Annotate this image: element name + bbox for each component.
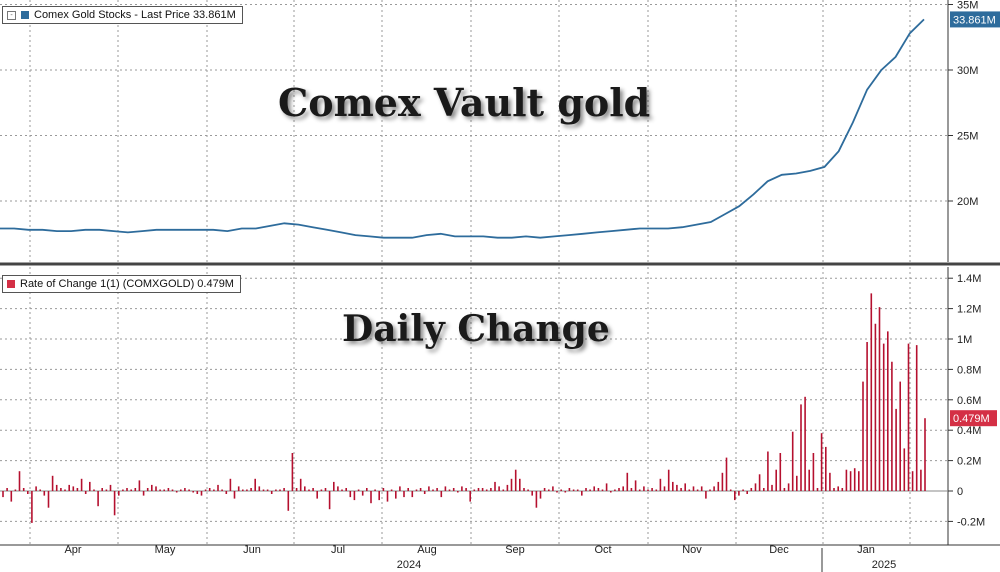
upper-series-swatch — [21, 11, 29, 19]
upper-last-value-box — [950, 11, 1000, 28]
upper-legend-text: Comex Gold Stocks - Last Price 33.861M — [34, 9, 236, 21]
x-month-label: Jan — [857, 544, 875, 556]
x-month-label: Apr — [64, 544, 81, 556]
upper-last-value-label: 33.861M — [953, 14, 996, 26]
x-month-label: Dec — [769, 544, 789, 556]
lower-y-tick-label: 1.2M — [957, 304, 981, 316]
x-month-label: Aug — [417, 544, 437, 556]
collapse-icon[interactable]: - — [7, 10, 16, 20]
x-year-label: 2025 — [872, 559, 896, 571]
x-month-label: Oct — [594, 544, 611, 556]
x-year-label: 2024 — [397, 559, 421, 571]
upper-y-tick-label: 35M — [957, 0, 978, 12]
upper-series-line — [0, 18, 925, 239]
x-month-label: May — [155, 544, 176, 556]
upper-y-tick-label: 30M — [957, 65, 978, 77]
lower-legend[interactable]: Rate of Change 1(1) (COMXGOLD) 0.479M — [2, 275, 241, 293]
lower-y-tick-label: 0.4M — [957, 425, 981, 437]
lower-y-tick-label: 1.4M — [957, 273, 981, 285]
lower-y-tick-label: 1M — [957, 334, 972, 346]
lower-legend-text: Rate of Change 1(1) (COMXGOLD) 0.479M — [20, 278, 234, 290]
lower-last-value-label: 0.479M — [953, 413, 990, 425]
lower-y-tick-label: 0.8M — [957, 364, 981, 376]
lower-y-tick-label: -0.2M — [957, 516, 985, 528]
upper-legend[interactable]: - Comex Gold Stocks - Last Price 33.861M — [2, 6, 243, 24]
lower-series-swatch — [7, 280, 15, 288]
x-month-label: Jun — [243, 544, 261, 556]
lower-last-value-box — [950, 410, 997, 427]
x-month-label: Sep — [505, 544, 525, 556]
upper-y-tick-label: 20M — [957, 196, 978, 208]
x-month-label: Jul — [331, 544, 345, 556]
upper-overlay-title: Comex Vault gold — [278, 80, 651, 125]
upper-y-tick-label: 25M — [957, 131, 978, 143]
lower-y-tick-label: 0.2M — [957, 456, 981, 468]
lower-overlay-title: Daily Change — [342, 308, 610, 350]
x-month-label: Nov — [682, 544, 702, 556]
lower-y-tick-label: 0.6M — [957, 395, 981, 407]
lower-y-tick-label: 0 — [957, 486, 963, 498]
